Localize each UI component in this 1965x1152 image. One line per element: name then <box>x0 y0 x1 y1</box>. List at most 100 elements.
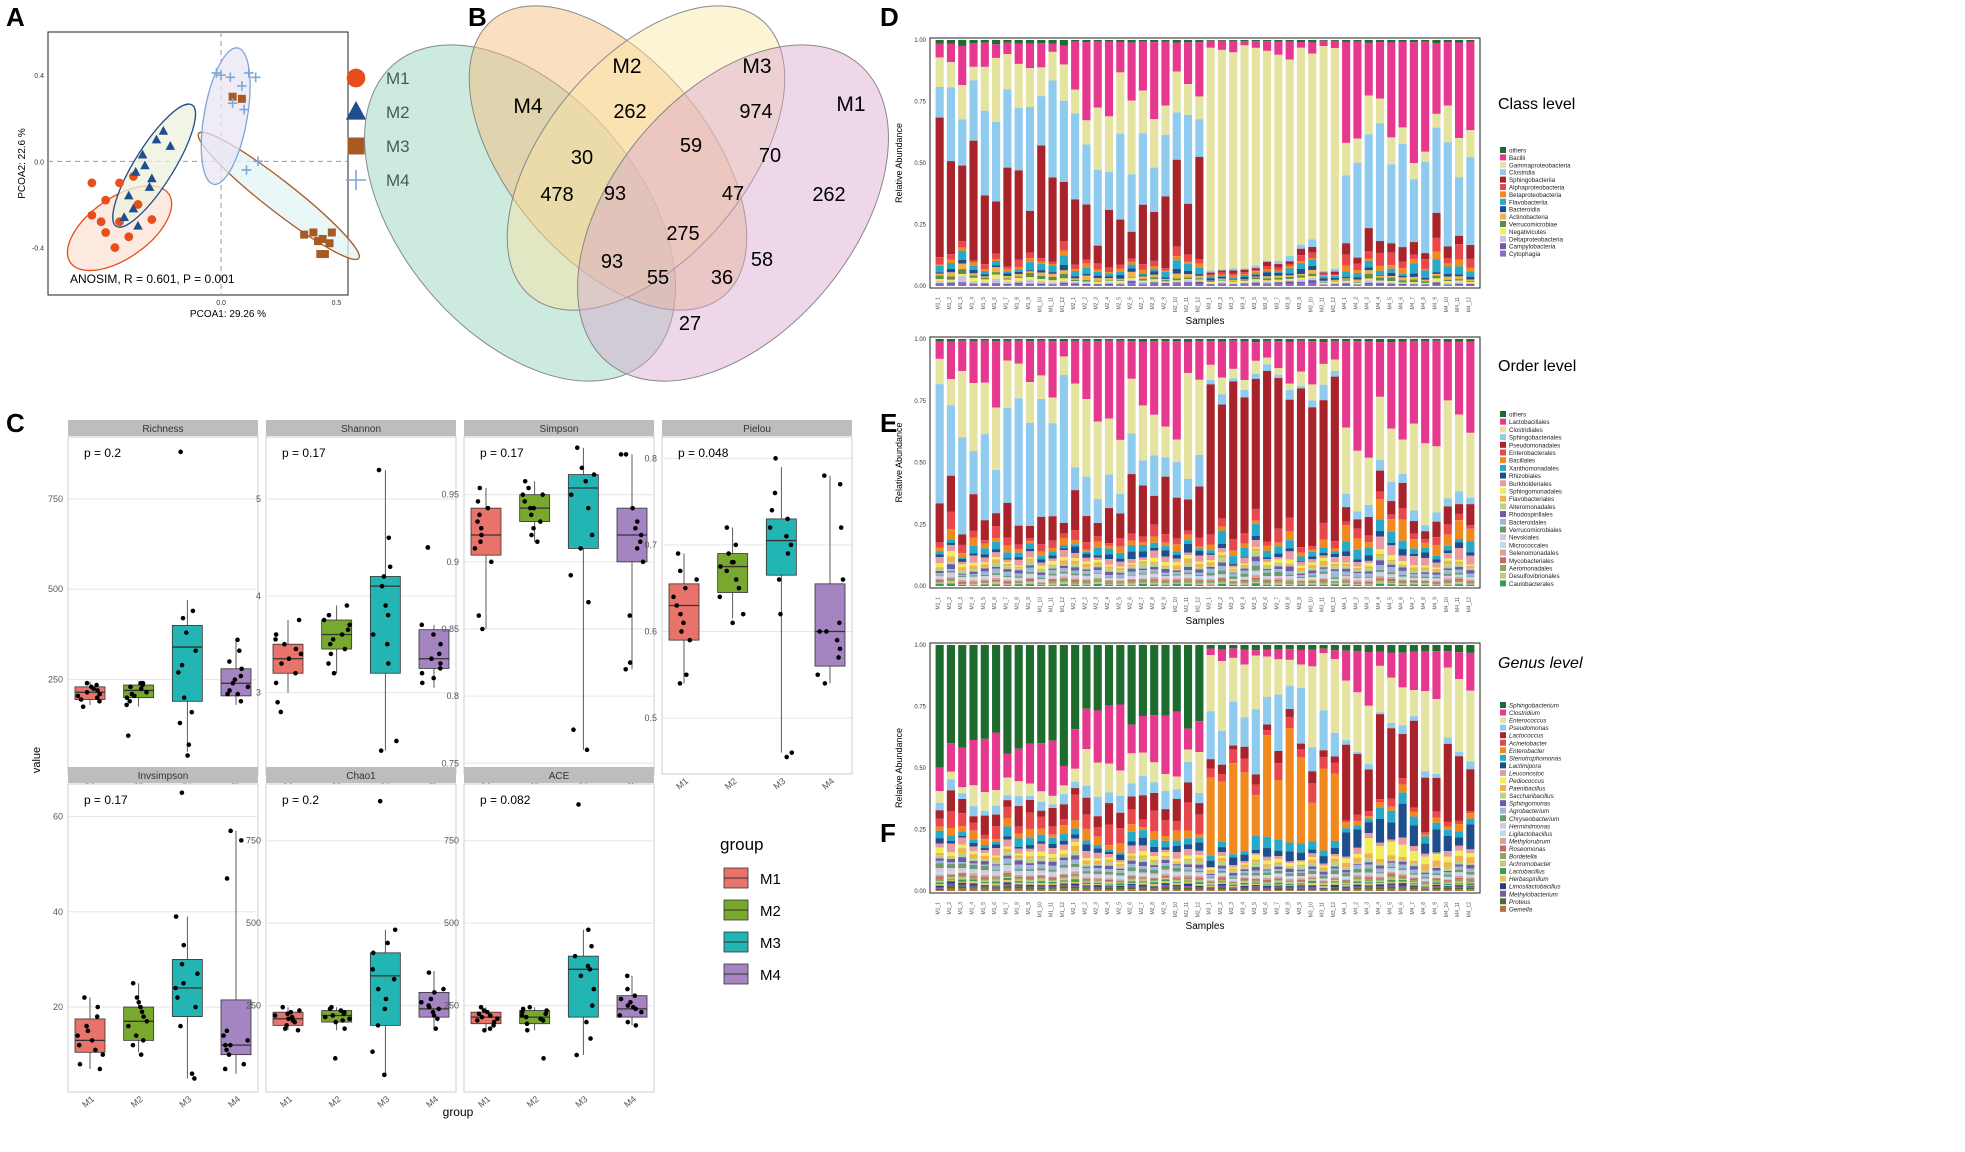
bar-segment-Pseudomonas <box>1139 776 1147 795</box>
bar-segment-Verrucomicrobiales <box>1161 575 1169 576</box>
bar-segment-Pseudomonadales <box>1128 474 1136 533</box>
bar-segment-Lactobacillales <box>1184 342 1192 373</box>
y-tick-label: 3 <box>256 688 261 698</box>
bar-segment-Bordetella <box>1263 882 1271 883</box>
x-tick-label: M4_9 <box>1432 902 1438 915</box>
bar-segment-Ligilactobacillus <box>1274 875 1282 877</box>
bar-segment-Alphaproteobacteria <box>1139 264 1147 270</box>
bar-segment-Paenibacillus <box>1274 863 1282 865</box>
bar-segment-Rhizobiales <box>1116 559 1124 562</box>
bar-segment-Gammaproteobacteria <box>1432 114 1440 128</box>
bar-segment-Rhodospirillales <box>1387 565 1395 568</box>
jitter-point <box>95 688 100 693</box>
bar-segment-Saccharibacillus <box>1274 864 1282 866</box>
x-tick-label: M3_10 <box>1308 297 1314 313</box>
bar-segment-Betaproteobacteria <box>1319 275 1327 276</box>
bar-segment-Rhizobiales <box>1387 543 1395 546</box>
bar-segment-Sphingobacteriales <box>1387 482 1395 501</box>
bar-segment-Caulobacterales <box>1432 585 1440 586</box>
bar-segment-Bacillales <box>1365 542 1373 547</box>
bar-segment-Sphingomonadales <box>947 551 955 556</box>
bar-segment-Herbaspirillum <box>1161 881 1169 883</box>
jitter-point <box>377 468 382 473</box>
bar-segment-Verrucomicrobiae <box>1184 278 1192 280</box>
jitter-point <box>280 1005 285 1010</box>
bar-segment-Clostridia <box>1082 145 1090 205</box>
bar-segment-Paenibacillus <box>1207 870 1215 873</box>
bar-segment-Rhizobiales <box>947 543 955 545</box>
bar-segment-Verrucomicrobiae <box>1207 281 1215 282</box>
bar-segment-Leuconostoc <box>1161 850 1169 852</box>
bar-segment-Aeromonadales <box>1319 582 1327 584</box>
bar-segment-Enterococcus <box>1015 781 1023 796</box>
bar-segment-Lactococcus <box>1003 800 1011 807</box>
bar-segment-Leuconostoc <box>1387 840 1395 842</box>
bar-segment-Flavobacteriales <box>947 556 955 562</box>
bar-segment-Burkholderiales <box>1094 558 1102 560</box>
x-tick-label: M4_4 <box>1376 297 1382 310</box>
bar-segment-Aeromonadales <box>1342 582 1350 583</box>
bar-segment-Paenibacillus <box>1387 855 1395 859</box>
bar-segment-Ligilactobacillus <box>1466 876 1474 877</box>
bar-segment-Rhodospirillales <box>1207 567 1215 569</box>
bar-segment-Enterobacterales <box>1444 525 1452 535</box>
bar-segment-Enterobacter <box>992 839 1000 842</box>
bar-segment-Enterococcus <box>1399 687 1407 725</box>
bar-segment-Gammaproteobacteria <box>1060 64 1068 101</box>
bar-segment-Burkholderiales <box>1060 550 1068 557</box>
bar-segment-Flavobacteriia <box>1128 265 1136 269</box>
bar-segment-Bacteroidales <box>1026 568 1034 572</box>
bar-segment-Herminiimonas <box>1263 875 1271 876</box>
bar-segment-Actinobacteria <box>1331 280 1339 281</box>
x-axis-label: Samples <box>1186 616 1225 627</box>
legend-key-Proteus <box>1500 898 1506 904</box>
bar-segment-Ligilactobacillus <box>1399 872 1407 874</box>
jitter-point <box>841 577 846 582</box>
bar-segment-Desulfovibrionales <box>1048 584 1056 586</box>
bar-segment-Burkholderiales <box>1252 540 1260 547</box>
bar-segment-Leuconostoc <box>1421 854 1429 857</box>
bar-segment-Cytophagia <box>947 285 955 286</box>
bar-segment-Lactobacillus <box>1184 881 1192 882</box>
bar-segment-Herminiimonas <box>1444 877 1452 878</box>
jitter-point <box>135 995 140 1000</box>
bar-segment-Rhodospirillales <box>958 574 966 575</box>
bar-segment-Flavobacteriia <box>1116 272 1124 275</box>
bar-segment-Bacilli <box>1286 42 1294 60</box>
bar-segment-Lactococcus <box>1184 783 1192 803</box>
bar-segment-Clostridiales <box>1286 384 1294 390</box>
bar-segment-Alphaproteobacteria <box>1410 255 1418 259</box>
bar-segment-Pediococcus <box>1150 856 1158 860</box>
jitter-point <box>538 1016 543 1021</box>
bar-segment-Bacillales <box>1015 549 1023 553</box>
bar-segment-Lactobacillales <box>1432 341 1440 447</box>
bar-segment-Clostridiales <box>1060 356 1068 374</box>
legend-key-Pseudomonadales <box>1500 442 1506 448</box>
legend-key-Alphaproteobacteria <box>1500 184 1506 190</box>
bar-segment-Nevskiales <box>1184 574 1192 576</box>
bar-segment-Betaproteobacteria <box>1365 258 1373 260</box>
bar-segment-Bordetella <box>1229 883 1237 884</box>
bar-segment-Betaproteobacteria <box>1195 264 1203 268</box>
bar-segment-Gemella <box>981 889 989 891</box>
bar-segment-Flavobacteriales <box>1399 565 1407 566</box>
bar-segment-Rhizobiales <box>1003 558 1011 559</box>
bar-segment-Stenotrophomonas <box>1342 828 1350 832</box>
bar-segment-Betaproteobacteria <box>1150 266 1158 269</box>
bar-segment-Enterobacterales <box>947 512 955 530</box>
bar-segment-Lactimipora <box>1184 844 1192 849</box>
y-tick-label: 60 <box>53 812 63 822</box>
bar-segment-Sphingobacterium <box>1410 645 1418 652</box>
bar-segment-Selenomonadales <box>1218 577 1226 578</box>
bar-segment-Methylobacterium <box>1308 887 1316 889</box>
bar-segment-Sphingobacteriales <box>1444 498 1452 506</box>
bar-segment-Sphingobacteriales <box>1139 461 1147 486</box>
bar-segment-Nevskiales <box>1432 578 1440 579</box>
bar-segment-Pseudomonas <box>1184 762 1192 783</box>
bar-segment-Lactimipora <box>1444 836 1452 851</box>
bar-segment-Herbaspirillum <box>1150 884 1158 886</box>
bar-segment-Pediococcus <box>1048 854 1056 858</box>
bar-segment-Flavobacteriales <box>1161 566 1169 567</box>
bar-segment-Lactobacillales <box>1399 342 1407 440</box>
bar-segment-Nevskiales <box>1060 574 1068 576</box>
